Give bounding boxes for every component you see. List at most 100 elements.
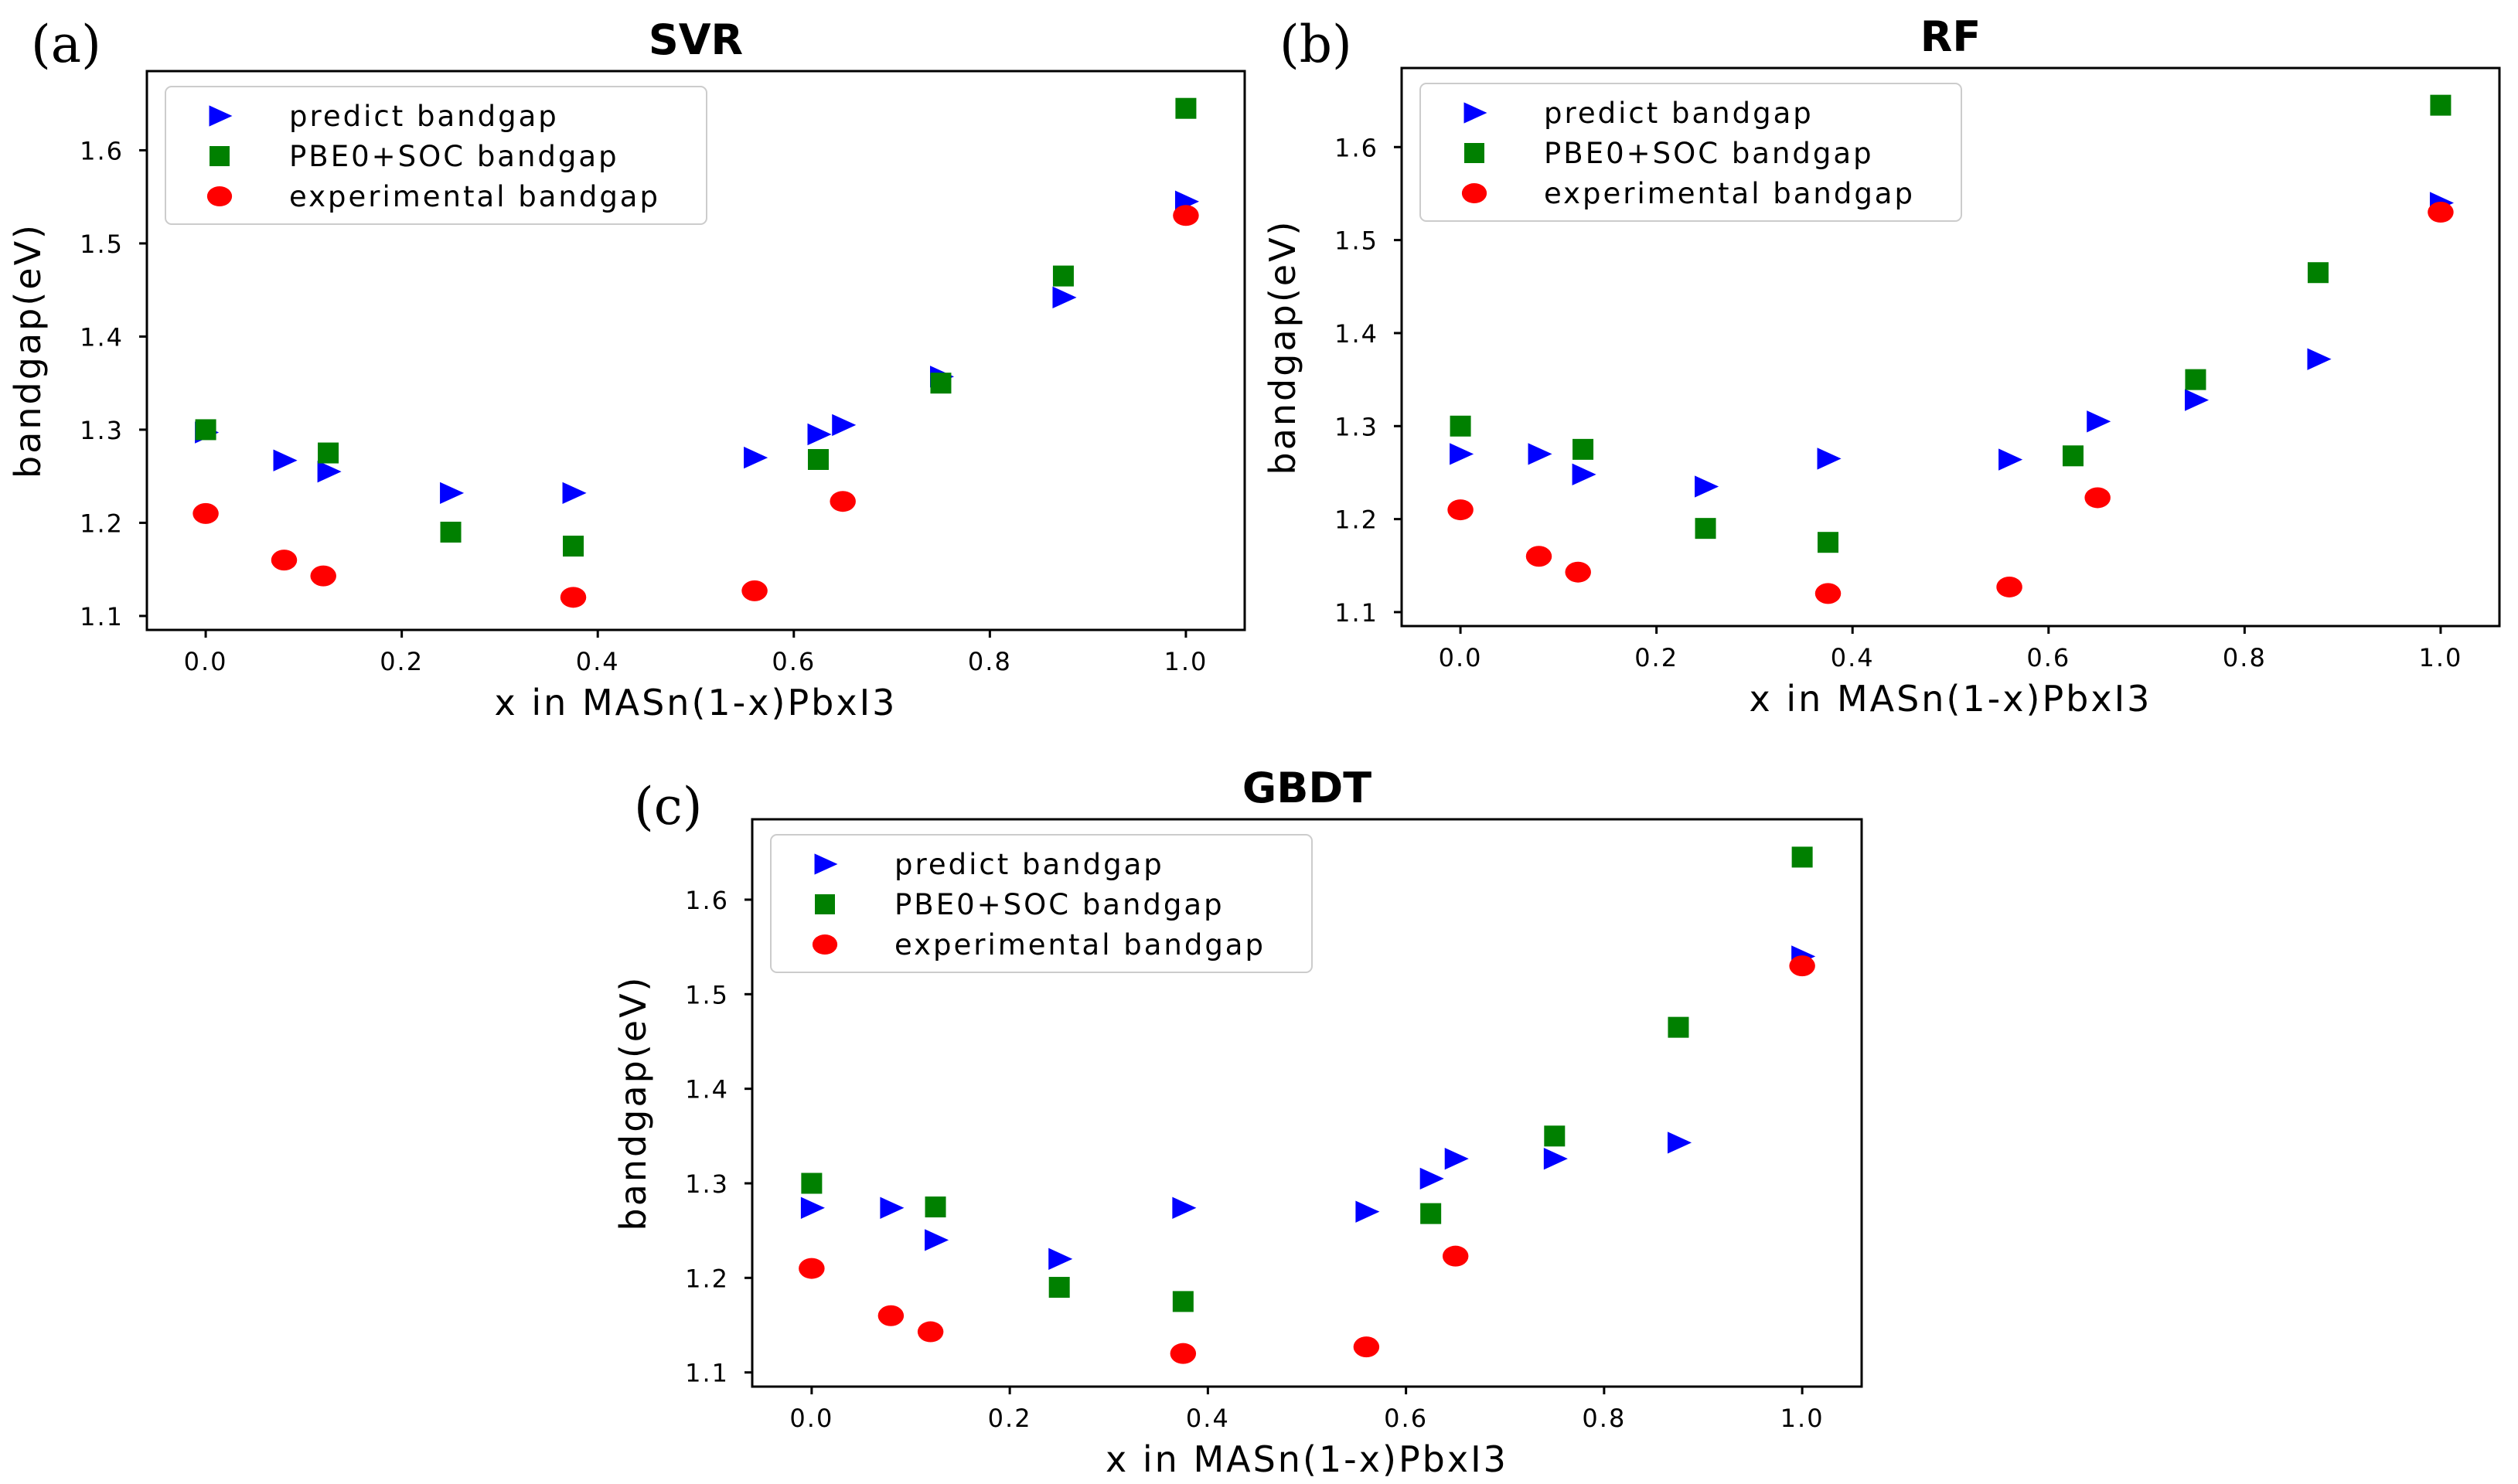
- x-tick-label: 0.6: [1384, 1404, 1428, 1433]
- legend-label: predict bandgap: [894, 848, 1164, 881]
- x-tick-label: 0.2: [380, 647, 424, 676]
- data-point: [2062, 445, 2084, 467]
- data-point: [1170, 1343, 1197, 1364]
- y-tick-label: 1.3: [80, 416, 124, 445]
- x-axis-label: x in MASn(1-x)PbxI3: [495, 682, 898, 723]
- data-point: [807, 423, 832, 446]
- data-point: [1695, 475, 1719, 498]
- data-point: [1355, 1200, 1380, 1223]
- y-tick-label: 1.1: [1334, 598, 1378, 628]
- data-point: [193, 502, 219, 524]
- data-point: [1814, 583, 1842, 604]
- data-point: [2307, 262, 2329, 284]
- axes-frame: [1400, 66, 2501, 628]
- y-tick-label: 1.6: [1334, 133, 1378, 162]
- data-point: [1052, 265, 1074, 287]
- data-point: [1695, 518, 1716, 539]
- data-point: [318, 442, 339, 464]
- y-tick-label: 1.5: [80, 230, 124, 259]
- data-point: [1419, 1167, 1444, 1190]
- x-tick-label: 0.2: [1634, 643, 1678, 672]
- data-point: [1817, 448, 1842, 470]
- panel-label: (b): [1279, 15, 1352, 74]
- data-point: [1525, 546, 1552, 567]
- panel-label: (a): [31, 15, 101, 74]
- data-point: [830, 491, 856, 512]
- x-tick-label: 0.4: [1186, 1404, 1230, 1433]
- data-point: [877, 1305, 905, 1326]
- y-axis-label: bandgap(eV): [612, 975, 654, 1231]
- x-tick-label: 0.6: [2026, 643, 2070, 672]
- data-point: [1572, 438, 1594, 460]
- series-triangle-right: [1450, 192, 2455, 498]
- x-tick-label: 0.8: [968, 647, 1012, 676]
- y-tick-label: 1.2: [80, 509, 124, 538]
- legend-marker: [1463, 102, 1487, 124]
- data-point: [1052, 286, 1077, 308]
- data-point: [2185, 369, 2206, 390]
- series-triangle-right: [195, 190, 1200, 505]
- data-point: [440, 482, 465, 505]
- x-axis-label: x in MASn(1-x)PbxI3: [1750, 678, 2152, 720]
- axes-frame: [145, 70, 1246, 631]
- data-point: [744, 446, 768, 469]
- x-tick-label: 0.0: [1439, 643, 1483, 672]
- legend-marker: [209, 105, 233, 127]
- chart-title: RF: [1920, 12, 1981, 61]
- data-point: [1543, 1148, 1568, 1170]
- data-point: [1998, 448, 2023, 471]
- legend-box: [1419, 83, 1962, 222]
- data-point: [1450, 415, 1471, 437]
- y-tick-label: 1.3: [1334, 412, 1378, 441]
- x-tick-label: 0.0: [184, 647, 228, 676]
- data-point: [1668, 1016, 1689, 1038]
- data-point: [801, 1173, 823, 1194]
- data-point: [1572, 463, 1596, 486]
- data-point: [799, 1258, 825, 1279]
- data-point: [917, 1321, 944, 1343]
- legend-marker: [812, 934, 838, 955]
- data-point: [925, 1229, 949, 1251]
- y-tick-label: 1.4: [1334, 319, 1378, 349]
- legend-box: [770, 834, 1313, 973]
- legend-label: PBE0+SOC bandgap: [289, 140, 619, 173]
- data-point: [2184, 389, 2210, 411]
- series-square: [195, 97, 1197, 557]
- y-tick-label: 1.2: [1334, 505, 1378, 535]
- data-point: [880, 1196, 905, 1219]
- data-point: [310, 565, 336, 587]
- data-point: [2087, 410, 2111, 433]
- data-point: [195, 419, 216, 441]
- series-circle: [193, 205, 1199, 608]
- data-point: [271, 550, 298, 571]
- series-square: [1450, 94, 2452, 553]
- data-point: [2307, 348, 2332, 370]
- y-tick-label: 1.4: [685, 1075, 729, 1104]
- x-tick-label: 0.2: [988, 1404, 1032, 1433]
- data-point: [807, 448, 829, 470]
- data-point: [1544, 1125, 1566, 1147]
- series-circle: [799, 955, 1815, 1364]
- data-point: [2428, 202, 2454, 223]
- data-point: [1444, 1148, 1469, 1170]
- data-point: [1048, 1247, 1073, 1271]
- data-point: [1565, 561, 1591, 583]
- x-tick-label: 0.6: [772, 647, 816, 676]
- legend-label: experimental bandgap: [1544, 177, 1915, 210]
- y-axis-label: bandgap(eV): [1262, 220, 1303, 475]
- legend-label: PBE0+SOC bandgap: [894, 888, 1225, 921]
- x-tick-label: 1.0: [1164, 647, 1208, 676]
- legend-marker: [1461, 183, 1487, 203]
- axes-frame: [751, 818, 1863, 1388]
- legend-marker: [210, 146, 230, 166]
- y-tick-label: 1.2: [685, 1264, 729, 1293]
- x-tick-label: 0.4: [1831, 643, 1875, 672]
- legend-marker: [814, 853, 838, 875]
- data-point: [1173, 205, 1199, 226]
- data-point: [930, 373, 952, 394]
- y-tick-label: 1.4: [80, 322, 124, 352]
- data-point: [1450, 443, 1474, 465]
- legend-label: experimental bandgap: [894, 928, 1266, 962]
- x-tick-label: 0.0: [789, 1404, 833, 1433]
- legend-label: predict bandgap: [1544, 97, 1814, 130]
